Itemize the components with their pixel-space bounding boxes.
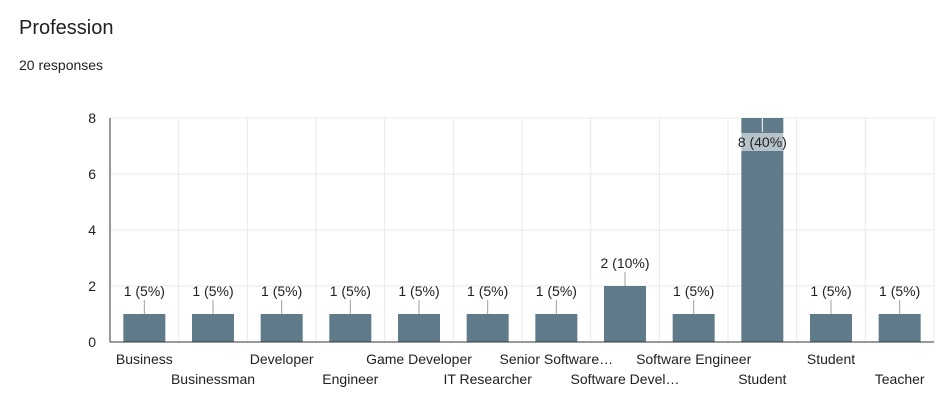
- bar: [260, 314, 303, 342]
- bar: [604, 286, 646, 342]
- bar: [329, 314, 372, 342]
- data-label: 1 (5%): [810, 283, 851, 299]
- data-label: 1 (5%): [673, 283, 714, 299]
- bar: [466, 314, 509, 342]
- x-tick-label: Teacher: [875, 371, 925, 387]
- x-tick-label: Engineer: [322, 371, 378, 387]
- y-tick-label: 2: [88, 278, 96, 294]
- x-tick-label: IT Researcher: [443, 371, 532, 387]
- data-label: 1 (5%): [467, 283, 508, 299]
- data-label: 1 (5%): [536, 283, 577, 299]
- y-tick-label: 6: [88, 166, 96, 182]
- data-label: 1 (5%): [261, 283, 302, 299]
- data-label: 1 (5%): [879, 283, 920, 299]
- x-tick-label: Student: [807, 351, 855, 367]
- bar: [398, 314, 440, 342]
- x-tick-label: Businessman: [171, 371, 255, 387]
- x-tick-label: Business: [116, 351, 173, 367]
- data-label-background: [738, 133, 787, 151]
- bar: [810, 314, 852, 342]
- bar: [123, 314, 166, 342]
- response-count: 20 responses: [19, 57, 104, 73]
- bar: [535, 314, 578, 342]
- bar: [878, 314, 921, 342]
- data-label: 1 (5%): [330, 283, 371, 299]
- y-tick-label: 8: [88, 110, 96, 126]
- bar: [192, 314, 234, 342]
- x-tick-label: Developer: [250, 351, 314, 367]
- x-tick-label: Game Developer: [366, 351, 472, 367]
- data-label: 8 (40%): [738, 134, 787, 150]
- x-tick-label: Software Engineer: [636, 351, 752, 367]
- bar: [672, 314, 715, 342]
- data-label: 2 (10%): [600, 255, 649, 271]
- x-tick-label: Software Devel…: [571, 371, 680, 387]
- data-label: 1 (5%): [398, 283, 439, 299]
- data-label: 1 (5%): [192, 283, 233, 299]
- question-title: Profession: [19, 17, 114, 39]
- x-tick-label: Student: [738, 371, 786, 387]
- y-tick-label: 0: [88, 334, 96, 350]
- bar: [741, 118, 784, 342]
- data-label: 1 (5%): [124, 283, 165, 299]
- y-tick-label: 4: [88, 222, 96, 238]
- x-tick-label: Senior Software…: [500, 351, 614, 367]
